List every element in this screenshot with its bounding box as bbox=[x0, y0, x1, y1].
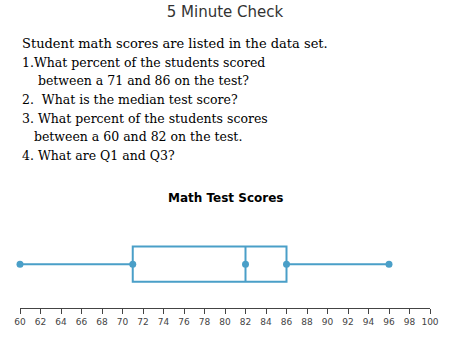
svg-text:5 Minute Check: 5 Minute Check bbox=[167, 3, 284, 21]
svg-text:4. What are Q1 and Q3?: 4. What are Q1 and Q3? bbox=[22, 148, 175, 163]
svg-text:76: 76 bbox=[178, 317, 190, 327]
svg-text:74: 74 bbox=[158, 317, 170, 327]
svg-text:82: 82 bbox=[240, 317, 251, 327]
svg-text:between a 60 and 82 on the tes: between a 60 and 82 on the test. bbox=[22, 129, 242, 144]
svg-text:62: 62 bbox=[35, 317, 46, 327]
svg-text:Student math scores are listed: Student math scores are listed in the da… bbox=[22, 36, 328, 51]
svg-text:88: 88 bbox=[301, 317, 313, 327]
svg-text:Math Test Scores: Math Test Scores bbox=[168, 191, 283, 205]
svg-text:72: 72 bbox=[137, 317, 148, 327]
svg-text:64: 64 bbox=[55, 317, 67, 327]
svg-text:60: 60 bbox=[14, 317, 26, 327]
svg-text:68: 68 bbox=[96, 317, 108, 327]
svg-text:84: 84 bbox=[260, 317, 272, 327]
svg-text:between a 71 and 86 on the tes: between a 71 and 86 on the test? bbox=[22, 73, 249, 88]
svg-text:66: 66 bbox=[76, 317, 88, 327]
svg-text:80: 80 bbox=[219, 317, 231, 327]
svg-text:98: 98 bbox=[404, 317, 416, 327]
svg-text:3. What percent of the student: 3. What percent of the students scores bbox=[22, 111, 268, 126]
svg-text:2. What is the median test sc: 2. What is the median test score? bbox=[22, 92, 238, 107]
svg-text:70: 70 bbox=[117, 317, 129, 327]
svg-text:78: 78 bbox=[199, 317, 211, 327]
svg-text:96: 96 bbox=[383, 317, 395, 327]
svg-text:100: 100 bbox=[421, 317, 438, 327]
svg-text:86: 86 bbox=[281, 317, 293, 327]
svg-text:90: 90 bbox=[322, 317, 334, 327]
svg-text:92: 92 bbox=[342, 317, 353, 327]
svg-text:1.What percent of the students: 1.What percent of the students scored bbox=[22, 55, 265, 70]
svg-text:94: 94 bbox=[363, 317, 375, 327]
